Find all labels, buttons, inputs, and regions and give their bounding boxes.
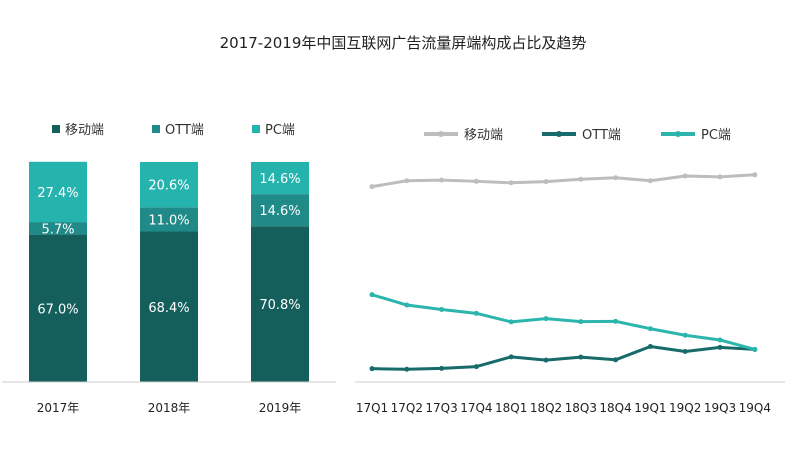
line-data-point — [439, 365, 445, 371]
line-legend-marker — [556, 131, 562, 137]
line-data-point — [404, 178, 410, 184]
bar-data-label: 5.7% — [41, 222, 74, 237]
line-legend-label: OTT端 — [582, 128, 621, 143]
bar-legend-label: OTT端 — [165, 123, 204, 138]
bar-data-label: 11.0% — [148, 213, 189, 228]
line-tick-label: 18Q4 — [599, 401, 631, 415]
line-legend-label: 移动端 — [464, 128, 503, 143]
line-data-point — [473, 364, 479, 370]
line-data-point — [543, 316, 549, 322]
line-data-point — [682, 332, 688, 338]
line-tick-label: 18Q3 — [565, 401, 597, 415]
line-tick-label: 17Q3 — [425, 401, 457, 415]
bar-legend-swatch — [52, 125, 60, 133]
bar-legend-swatch — [152, 125, 160, 133]
line-tick-label: 19Q3 — [704, 401, 736, 415]
line-data-point — [578, 319, 584, 325]
line-data-point — [473, 310, 479, 316]
line-data-point — [508, 319, 514, 325]
bar-category-label: 2018年 — [148, 401, 191, 415]
line-tick-label: 17Q1 — [356, 401, 388, 415]
bar-data-label: 27.4% — [37, 186, 78, 201]
line-data-point — [369, 292, 375, 298]
line-legend-label: PC端 — [701, 128, 731, 143]
bar-data-label: 68.4% — [148, 301, 189, 316]
bar-legend-label: 移动端 — [65, 123, 104, 138]
line-tick-label: 18Q1 — [495, 401, 527, 415]
line-series — [371, 344, 755, 371]
line-legend-marker — [438, 131, 444, 137]
line-tick-label: 17Q2 — [391, 401, 423, 415]
line-data-point — [543, 357, 549, 363]
line-tick-label: 19Q1 — [634, 401, 666, 415]
line-data-point — [404, 366, 410, 372]
line-series — [371, 173, 755, 189]
line-data-point — [578, 176, 584, 182]
line-data-point — [752, 346, 758, 352]
line-data-point — [508, 354, 514, 360]
line-data-point — [717, 344, 723, 350]
line-data-point — [752, 172, 758, 178]
bar-data-label: 20.6% — [148, 179, 189, 194]
bar-legend-label: PC端 — [265, 123, 295, 138]
bar-segment — [140, 231, 198, 382]
line-legend-marker — [675, 131, 681, 137]
bar-segment — [29, 222, 87, 235]
line-data-point — [439, 177, 445, 183]
line-data-point — [682, 173, 688, 179]
line-data-point — [647, 178, 653, 184]
line-data-point — [613, 357, 619, 363]
bar-segment — [29, 161, 87, 223]
line-data-point — [717, 174, 723, 180]
line-data-point — [647, 326, 653, 332]
line-data-point — [369, 366, 375, 372]
line-data-point — [543, 179, 549, 185]
bar-data-label: 14.6% — [259, 172, 300, 187]
bar-segment — [140, 162, 198, 208]
bar-data-label: 14.6% — [259, 204, 300, 219]
bar-legend-swatch — [252, 125, 260, 133]
line-series — [371, 293, 756, 351]
line-data-point — [439, 306, 445, 312]
line-tick-label: 17Q4 — [460, 401, 492, 415]
bar-data-label: 67.0% — [37, 302, 78, 317]
bar-segment — [140, 207, 198, 232]
bar-segment — [29, 234, 87, 382]
line-data-point — [717, 337, 723, 343]
line-tick-label: 18Q2 — [530, 401, 562, 415]
bar-data-label: 70.8% — [259, 298, 300, 313]
line-data-point — [647, 343, 653, 349]
line-tick-label: 19Q2 — [669, 401, 701, 415]
bar-category-label: 2019年 — [259, 401, 302, 415]
line-data-point — [613, 318, 619, 324]
line-tick-label: 19Q4 — [739, 401, 771, 415]
bar-segment — [251, 226, 309, 382]
line-data-point — [578, 354, 584, 360]
line-data-point — [508, 180, 514, 186]
line-data-point — [404, 302, 410, 308]
chart-title: 2017-2019年中国互联网广告流量屏端构成占比及趋势 — [219, 34, 587, 52]
bar-segment — [251, 194, 309, 227]
line-data-point — [369, 184, 375, 190]
bar-segment — [251, 162, 309, 195]
line-data-point — [682, 349, 688, 355]
line-data-point — [473, 178, 479, 184]
line-data-point — [613, 175, 619, 181]
bar-category-label: 2017年 — [37, 401, 80, 415]
